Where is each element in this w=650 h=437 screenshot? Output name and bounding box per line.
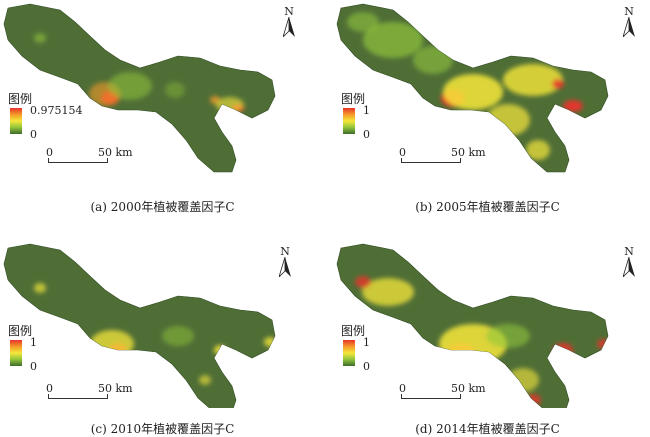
cover-factor-patch xyxy=(264,337,275,347)
study-area-region xyxy=(3,243,276,408)
cover-factor-patch xyxy=(90,330,134,358)
legend-color-ramp xyxy=(343,108,355,134)
cover-factor-patch xyxy=(570,363,586,373)
north-arrow: N xyxy=(619,6,639,41)
cover-factor-patch xyxy=(526,140,550,160)
map-panel-2010: N 图例 1 0 0 50 km (c) 2010年植被覆盖因子C xyxy=(0,218,325,436)
scale-zero: 0 xyxy=(46,146,53,159)
cover-factor-patch xyxy=(162,326,194,346)
cover-factor-patch xyxy=(363,22,423,58)
scale-bar: 0 50 km xyxy=(46,382,136,402)
legend-min: 0 xyxy=(30,128,37,141)
cover-factor-patch xyxy=(216,97,244,113)
north-label: N xyxy=(280,245,290,258)
vegetation-cover-map xyxy=(336,3,609,173)
cover-factor-patch xyxy=(234,363,246,373)
vegetation-cover-map xyxy=(3,3,276,173)
legend-color-ramp xyxy=(10,108,22,134)
cover-factor-patch xyxy=(34,33,46,43)
cover-factor-patch xyxy=(165,82,185,98)
cover-factor-patch xyxy=(347,12,379,32)
legend-color-ramp xyxy=(10,340,22,366)
scale-bar: 0 50 km xyxy=(399,382,489,402)
cover-factor-patch xyxy=(507,368,539,392)
legend-max: 0.975154 xyxy=(30,104,83,117)
legend-max: 1 xyxy=(363,104,370,117)
scale-zero: 0 xyxy=(399,146,406,159)
cover-factor-patch xyxy=(503,64,563,96)
scale-label: 50 km xyxy=(98,146,133,159)
cover-factor-patch xyxy=(199,375,211,385)
legend-title: 图例 xyxy=(341,324,366,338)
map-panel-2000: N 图例 0.975154 0 0 50 km (a) 2000年植被覆盖因子C xyxy=(0,0,325,218)
scale-bar-line xyxy=(48,394,108,399)
cover-factor-patch xyxy=(355,276,371,288)
scale-label: 50 km xyxy=(98,382,133,395)
north-label: N xyxy=(284,5,294,18)
cover-factor-patch xyxy=(597,339,608,349)
north-arrow-icon xyxy=(622,16,635,38)
panel-caption: (c) 2010年植被覆盖因子C xyxy=(90,422,235,436)
north-arrow-icon xyxy=(282,16,295,38)
legend-color-ramp xyxy=(343,340,355,366)
scale-zero: 0 xyxy=(399,382,406,395)
legend-title: 图例 xyxy=(341,92,366,106)
scale-bar-line xyxy=(401,394,461,399)
legend-min: 0 xyxy=(363,128,370,141)
cover-factor-patch xyxy=(443,74,503,110)
legend-max: 1 xyxy=(30,336,37,349)
cover-factor-patch xyxy=(486,324,530,348)
legend-max: 1 xyxy=(363,336,370,349)
scale-bar-line xyxy=(48,158,108,163)
north-arrow: N xyxy=(619,246,639,281)
legend-title: 图例 xyxy=(8,324,33,338)
legend-min: 0 xyxy=(363,360,370,373)
vegetation-cover-map xyxy=(3,243,276,408)
cover-factor-patch xyxy=(108,72,152,100)
scale-bar: 0 50 km xyxy=(46,146,136,166)
panel-caption: (b) 2005年植被覆盖因子C xyxy=(415,200,560,214)
cover-factor-patch xyxy=(563,100,583,112)
scale-zero: 0 xyxy=(46,382,53,395)
legend-min: 0 xyxy=(30,360,37,373)
north-arrow-icon xyxy=(278,256,291,278)
cover-factor-patch xyxy=(552,79,564,89)
scale-bar-line xyxy=(401,158,461,163)
map-panel-2005: N 图例 1 0 0 50 km (b) 2005年植被覆盖因子C xyxy=(325,0,650,218)
cover-factor-patch xyxy=(214,345,226,355)
legend-title: 图例 xyxy=(8,92,33,106)
scale-label: 50 km xyxy=(451,382,486,395)
cover-factor-patch xyxy=(486,104,530,136)
vegetation-cover-map xyxy=(336,243,609,408)
cover-factor-patch xyxy=(362,278,414,306)
north-label: N xyxy=(624,245,634,258)
cover-factor-patch xyxy=(34,283,46,293)
north-label: N xyxy=(624,5,634,18)
scale-bar: 0 50 km xyxy=(399,146,489,166)
panel-caption: (a) 2000年植被覆盖因子C xyxy=(90,200,235,214)
north-arrow: N xyxy=(275,246,295,281)
cover-factor-patch xyxy=(553,343,573,357)
cover-factor-patch xyxy=(413,46,453,74)
north-arrow: N xyxy=(279,6,299,41)
scale-label: 50 km xyxy=(451,146,486,159)
panel-caption: (d) 2014年植被覆盖因子C xyxy=(415,422,560,436)
map-panel-2014: N 图例 1 0 0 50 km (d) 2014年植被覆盖因子C xyxy=(325,218,650,436)
north-arrow-icon xyxy=(622,256,635,278)
